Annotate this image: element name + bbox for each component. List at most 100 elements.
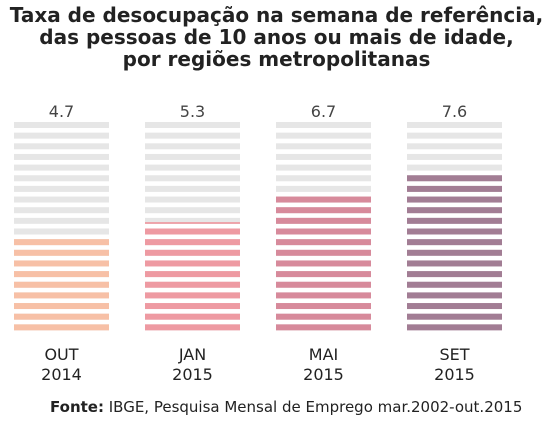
bar-fill-stripe [276,196,371,203]
bar-bg-stripe [145,164,240,171]
bar-bg-stripe [14,122,109,128]
bar-fill-stripe [145,228,240,235]
bar-fill-stripe [407,228,502,235]
bar-fill-stripe [145,281,240,288]
bar-bg-stripe [145,122,240,128]
bar-bg-stripe [145,132,240,139]
bar-bg-stripe [276,153,371,160]
title-line-3: por regiões metropolitanas [122,47,431,71]
bar-fill-stripe [14,249,109,256]
bar-bg-stripe [145,153,240,160]
bar-fill-stripe [276,239,371,246]
bar-bg-stripe [276,175,371,182]
bar-bg-stripe [145,207,240,214]
bar-fill-stripe [14,303,109,310]
bar-fill-stripe [407,239,502,246]
bar-fill-stripe [14,324,109,331]
bar-bg-stripe [407,122,502,128]
tick-label-month: MAI [309,345,338,364]
value-label: 4.7 [49,102,74,121]
bar-fill-stripe [14,260,109,267]
bar-fill-stripe [276,260,371,267]
tick-label-year: 2015 [172,365,213,384]
bar-fill-stripe [407,271,502,278]
bar-bg-stripe [145,175,240,182]
bar-bg-stripe [407,132,502,139]
bar-fill-stripe [14,239,109,246]
bar-fill-stripe [145,222,240,224]
bar-fill-stripe [14,292,109,299]
bar-fill-stripe [145,239,240,246]
bar-bg-stripe [14,185,109,192]
title-line-2: das pessoas de 10 anos ou mais de idade, [39,25,514,49]
bar-fill-stripe [276,324,371,331]
bar-fill-stripe [14,313,109,320]
tick-label-year: 2015 [434,365,475,384]
tick-label-year: 2015 [303,365,344,384]
bar-fill-stripe [407,217,502,224]
bar-2 [276,122,371,331]
bar-fill-stripe [145,313,240,320]
bar-fill-stripe [276,292,371,299]
bar-bg-stripe [14,217,109,224]
bar-fill-stripe [145,260,240,267]
bar-fill-stripe [407,196,502,203]
bar-fill-stripe [276,228,371,235]
bar-fill-stripe [14,271,109,278]
source-text: IBGE, Pesquisa Mensal de Emprego mar.200… [108,398,523,416]
bar-1 [145,122,240,331]
title-line-1: Taxa de desocupação na semana de referên… [9,3,544,27]
bar-bg-stripe [145,143,240,150]
value-label: 5.3 [180,102,205,121]
bar-fill-2 [276,196,371,331]
bar-fill-0 [14,239,109,331]
bar-bg-stripe [407,153,502,160]
bar-fill-stripe [276,303,371,310]
bar-bg-stripe [276,132,371,139]
bar-fill-1 [145,222,240,331]
bar-fill-stripe [276,217,371,224]
tick-label-month: JAN [178,345,206,364]
bar-bg-stripe [145,196,240,203]
bar-fill-stripe [145,271,240,278]
bar-fill-stripe [276,271,371,278]
bar-fill-stripe [407,324,502,331]
bar-fill-stripe [407,185,502,192]
bar-3 [407,122,502,331]
bar-bg-stripe [407,143,502,150]
bar-bg-stripe [14,132,109,139]
bar-fill-stripe [145,303,240,310]
bar-fill-stripe [276,249,371,256]
bar-bg-stripe [145,185,240,192]
bar-bg-stripe [14,207,109,214]
bar-fill-stripe [407,292,502,299]
chart-title: Taxa de desocupação na semana de referên… [0,4,553,70]
tick-label-month: OUT [44,345,78,364]
value-label: 7.6 [442,102,467,121]
bar-bg-stripe [14,143,109,150]
bar-fill-stripe [276,313,371,320]
bar-fill-stripe [276,281,371,288]
bar-fill-stripe [145,249,240,256]
bar-bg-stripe [276,122,371,128]
bar-fill-stripe [407,313,502,320]
bar-bg-stripe [276,143,371,150]
bar-bg-stripe [14,164,109,171]
bar-fill-stripe [407,249,502,256]
bar-fill-stripe [407,260,502,267]
bar-fill-3 [407,175,502,331]
bar-bg-stripe [14,175,109,182]
tick-label-month: SET [439,345,469,364]
bar-bg-stripe [14,153,109,160]
bar-fill-stripe [145,324,240,331]
value-label: 6.7 [311,102,336,121]
bar-fill-stripe [407,207,502,214]
bar-0 [14,122,109,331]
bar-fill-stripe [276,207,371,214]
bar-bg-stripe [276,164,371,171]
bar-bg-stripe [407,164,502,171]
bar-bg-stripe [276,185,371,192]
bar-fill-stripe [407,175,502,182]
bar-bg-stripe [14,196,109,203]
